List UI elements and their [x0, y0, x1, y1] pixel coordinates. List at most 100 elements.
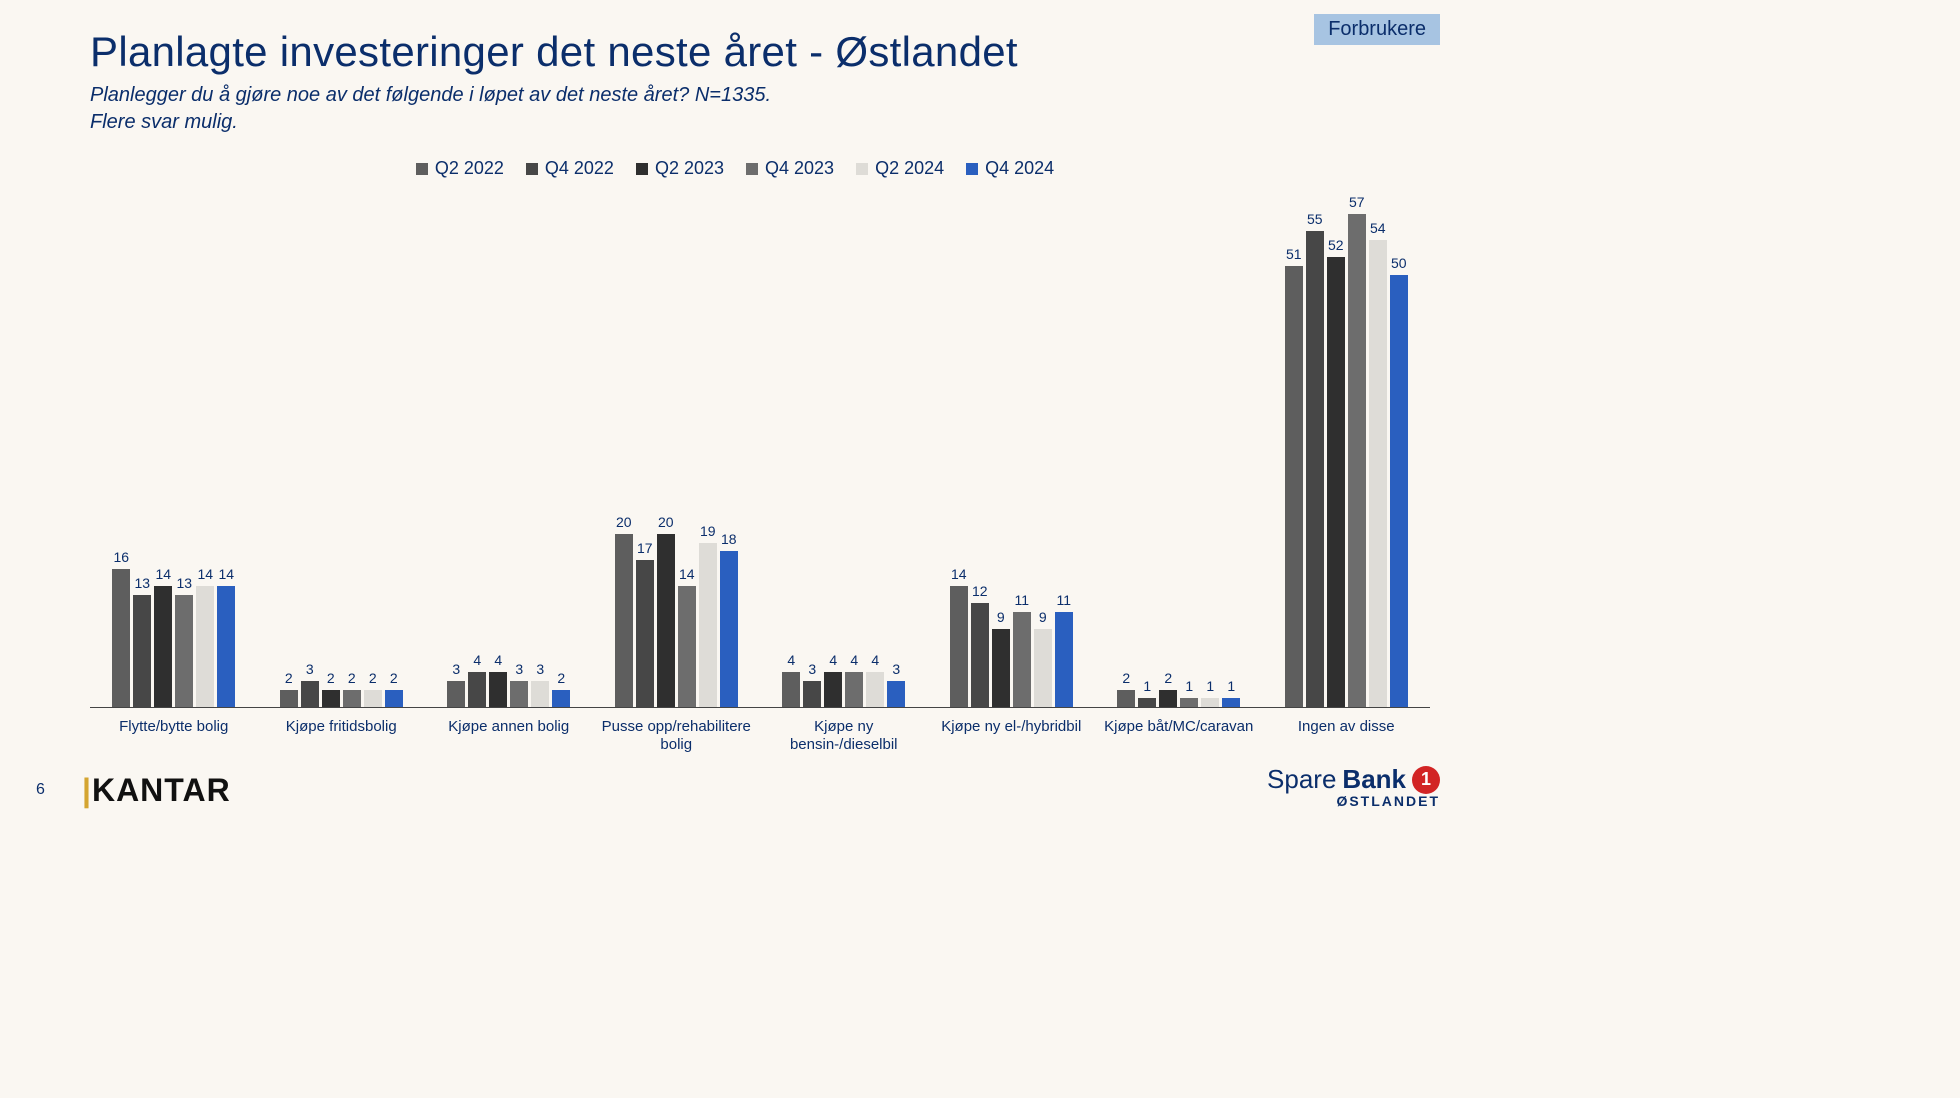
kantar-logo: |KANTAR: [82, 772, 231, 809]
bar: 4: [824, 188, 842, 707]
subtitle: Planlegger du å gjøre noe av det følgend…: [90, 82, 1380, 136]
bar-value-label: 4: [473, 652, 481, 668]
bar-rect: [364, 690, 382, 707]
bar-rect: [992, 629, 1010, 707]
bar-value-label: 14: [155, 566, 171, 582]
bar: 13: [133, 188, 151, 707]
bar: 3: [531, 188, 549, 707]
legend-item: Q2 2022: [416, 158, 504, 179]
bar-rect: [1034, 629, 1052, 707]
bar: 14: [196, 188, 214, 707]
bar: 14: [950, 188, 968, 707]
chart-groups: 1613141314142322223443322017201419184344…: [90, 188, 1430, 707]
x-axis-labels: Flytte/bytte boligKjøpe fritidsboligKjøp…: [90, 714, 1430, 754]
bar-value-label: 14: [218, 566, 234, 582]
bar-rect: [447, 681, 465, 707]
bar: 54: [1369, 188, 1387, 707]
legend-label: Q4 2022: [545, 158, 614, 179]
bar-value-label: 9: [1039, 609, 1047, 625]
bar-rect: [1117, 690, 1135, 707]
x-axis-label: Kjøpe ny el-/hybridbil: [928, 714, 1096, 754]
bar-group: 161314131414: [90, 188, 258, 707]
x-axis-label: Kjøpe fritidsbolig: [258, 714, 426, 754]
bar-value-label: 51: [1286, 246, 1302, 262]
logo-part-bank: Bank: [1342, 764, 1406, 795]
bar-value-label: 57: [1349, 194, 1365, 210]
bar-value-label: 11: [1056, 592, 1071, 608]
page-number: 6: [36, 781, 45, 799]
bar: 20: [615, 188, 633, 707]
bar: 57: [1348, 188, 1366, 707]
bar: 2: [552, 188, 570, 707]
bar-rect: [1013, 612, 1031, 707]
bar: 4: [866, 188, 884, 707]
bar: 51: [1285, 188, 1303, 707]
bar-rect: [1327, 257, 1345, 707]
bar: 20: [657, 188, 675, 707]
bar-rect: [468, 672, 486, 707]
bar-rect: [971, 603, 989, 707]
bar-group: 212111: [1095, 188, 1263, 707]
bar: 3: [887, 188, 905, 707]
footer: 6 |KANTAR SpareBank 1 ØSTLANDET: [0, 763, 1470, 811]
bar: 16: [112, 188, 130, 707]
header: Planlagte investeringer det neste året -…: [90, 28, 1380, 136]
bar: 52: [1327, 188, 1345, 707]
bar-rect: [489, 672, 507, 707]
bar-value-label: 16: [113, 549, 129, 565]
bar: 55: [1306, 188, 1324, 707]
bar-value-label: 2: [390, 670, 398, 686]
bar-value-label: 19: [700, 523, 716, 539]
bar: 2: [280, 188, 298, 707]
x-axis-label: Kjøpe båt/MC/caravan: [1095, 714, 1263, 754]
chart-legend: Q2 2022Q4 2022Q2 2023Q4 2023Q2 2024Q4 20…: [0, 158, 1470, 179]
chart-plot: 1613141314142322223443322017201419184344…: [90, 188, 1430, 708]
bar: 4: [845, 188, 863, 707]
bar-group: 201720141918: [593, 188, 761, 707]
legend-item: Q4 2023: [746, 158, 834, 179]
legend-swatch: [746, 163, 758, 175]
page-title: Planlagte investeringer det neste året -…: [90, 28, 1380, 76]
legend-label: Q4 2024: [985, 158, 1054, 179]
bar-rect: [1369, 240, 1387, 707]
legend-item: Q4 2024: [966, 158, 1054, 179]
bar: 14: [217, 188, 235, 707]
bar-rect: [1055, 612, 1073, 707]
x-axis-label: Kjøpe annen bolig: [425, 714, 593, 754]
bar-value-label: 14: [679, 566, 695, 582]
bar-rect: [322, 690, 340, 707]
bar: 11: [1055, 188, 1073, 707]
bar-value-label: 55: [1307, 211, 1323, 227]
bar-value-label: 2: [557, 670, 565, 686]
bar-value-label: 54: [1370, 220, 1386, 236]
bar-rect: [1180, 698, 1198, 707]
bar-value-label: 1: [1185, 678, 1193, 694]
subtitle-line-1: Planlegger du å gjøre noe av det følgend…: [90, 84, 771, 106]
bar-rect: [510, 681, 528, 707]
legend-item: Q4 2022: [526, 158, 614, 179]
logo-part-spare: Spare: [1267, 764, 1336, 795]
bar: 9: [1034, 188, 1052, 707]
bar: 3: [447, 188, 465, 707]
bar: 2: [322, 188, 340, 707]
bar-rect: [531, 681, 549, 707]
chart-area: 1613141314142322223443322017201419184344…: [90, 188, 1430, 708]
x-axis-label: Ingen av disse: [1263, 714, 1431, 754]
bar-value-label: 3: [808, 661, 816, 677]
bar-value-label: 12: [972, 583, 988, 599]
bar: 1: [1138, 188, 1156, 707]
bar-value-label: 3: [892, 661, 900, 677]
legend-swatch: [856, 163, 868, 175]
bar: 2: [1117, 188, 1135, 707]
bar-rect: [133, 595, 151, 707]
legend-swatch: [526, 163, 538, 175]
bar: 1: [1222, 188, 1240, 707]
bar: 17: [636, 188, 654, 707]
bar-value-label: 2: [1164, 670, 1172, 686]
bar-group: 434443: [760, 188, 928, 707]
bar: 1: [1201, 188, 1219, 707]
bar: 19: [699, 188, 717, 707]
bar-value-label: 20: [616, 514, 632, 530]
logo-badge-icon: 1: [1412, 766, 1440, 794]
bar: 2: [1159, 188, 1177, 707]
